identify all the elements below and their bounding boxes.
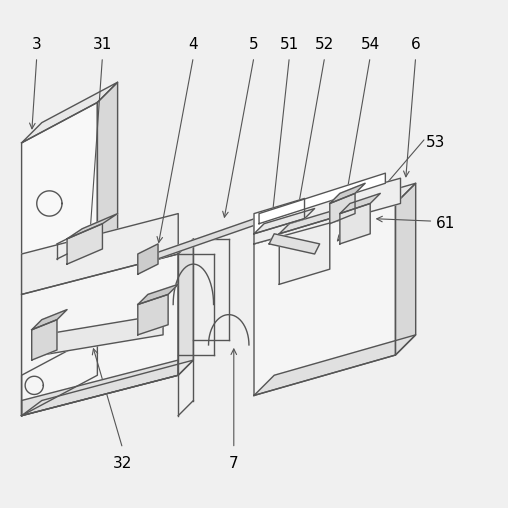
Polygon shape (138, 244, 158, 274)
Polygon shape (22, 82, 117, 143)
Polygon shape (279, 208, 340, 234)
Polygon shape (22, 254, 178, 416)
Text: 52: 52 (315, 37, 334, 52)
Polygon shape (22, 335, 98, 416)
Polygon shape (269, 234, 320, 254)
Polygon shape (259, 173, 386, 224)
Polygon shape (330, 183, 365, 204)
Text: 31: 31 (93, 37, 112, 52)
Polygon shape (31, 309, 67, 330)
Text: 3: 3 (32, 37, 42, 52)
Polygon shape (330, 194, 355, 224)
Polygon shape (42, 314, 163, 355)
Text: 53: 53 (426, 135, 445, 150)
Polygon shape (254, 208, 314, 234)
Polygon shape (254, 204, 395, 395)
Polygon shape (395, 183, 416, 355)
Polygon shape (138, 295, 168, 335)
Polygon shape (279, 218, 330, 284)
Polygon shape (22, 213, 178, 295)
Polygon shape (178, 239, 194, 375)
Polygon shape (22, 360, 178, 416)
Polygon shape (98, 82, 117, 375)
Polygon shape (254, 178, 400, 244)
Polygon shape (67, 213, 117, 239)
Text: 61: 61 (436, 216, 455, 231)
Text: 54: 54 (361, 37, 380, 52)
Text: 51: 51 (280, 37, 299, 52)
Polygon shape (67, 224, 103, 264)
Polygon shape (31, 320, 57, 360)
Polygon shape (22, 360, 194, 416)
Text: 5: 5 (249, 37, 259, 52)
Polygon shape (22, 103, 98, 416)
Polygon shape (340, 194, 380, 213)
Polygon shape (254, 199, 304, 234)
Text: 6: 6 (411, 37, 421, 52)
Text: 4: 4 (188, 37, 198, 52)
Polygon shape (138, 284, 178, 304)
Polygon shape (143, 213, 269, 264)
Polygon shape (254, 335, 416, 395)
Polygon shape (340, 204, 370, 244)
Polygon shape (254, 183, 416, 244)
Text: 32: 32 (113, 456, 132, 471)
Text: 7: 7 (229, 456, 239, 471)
